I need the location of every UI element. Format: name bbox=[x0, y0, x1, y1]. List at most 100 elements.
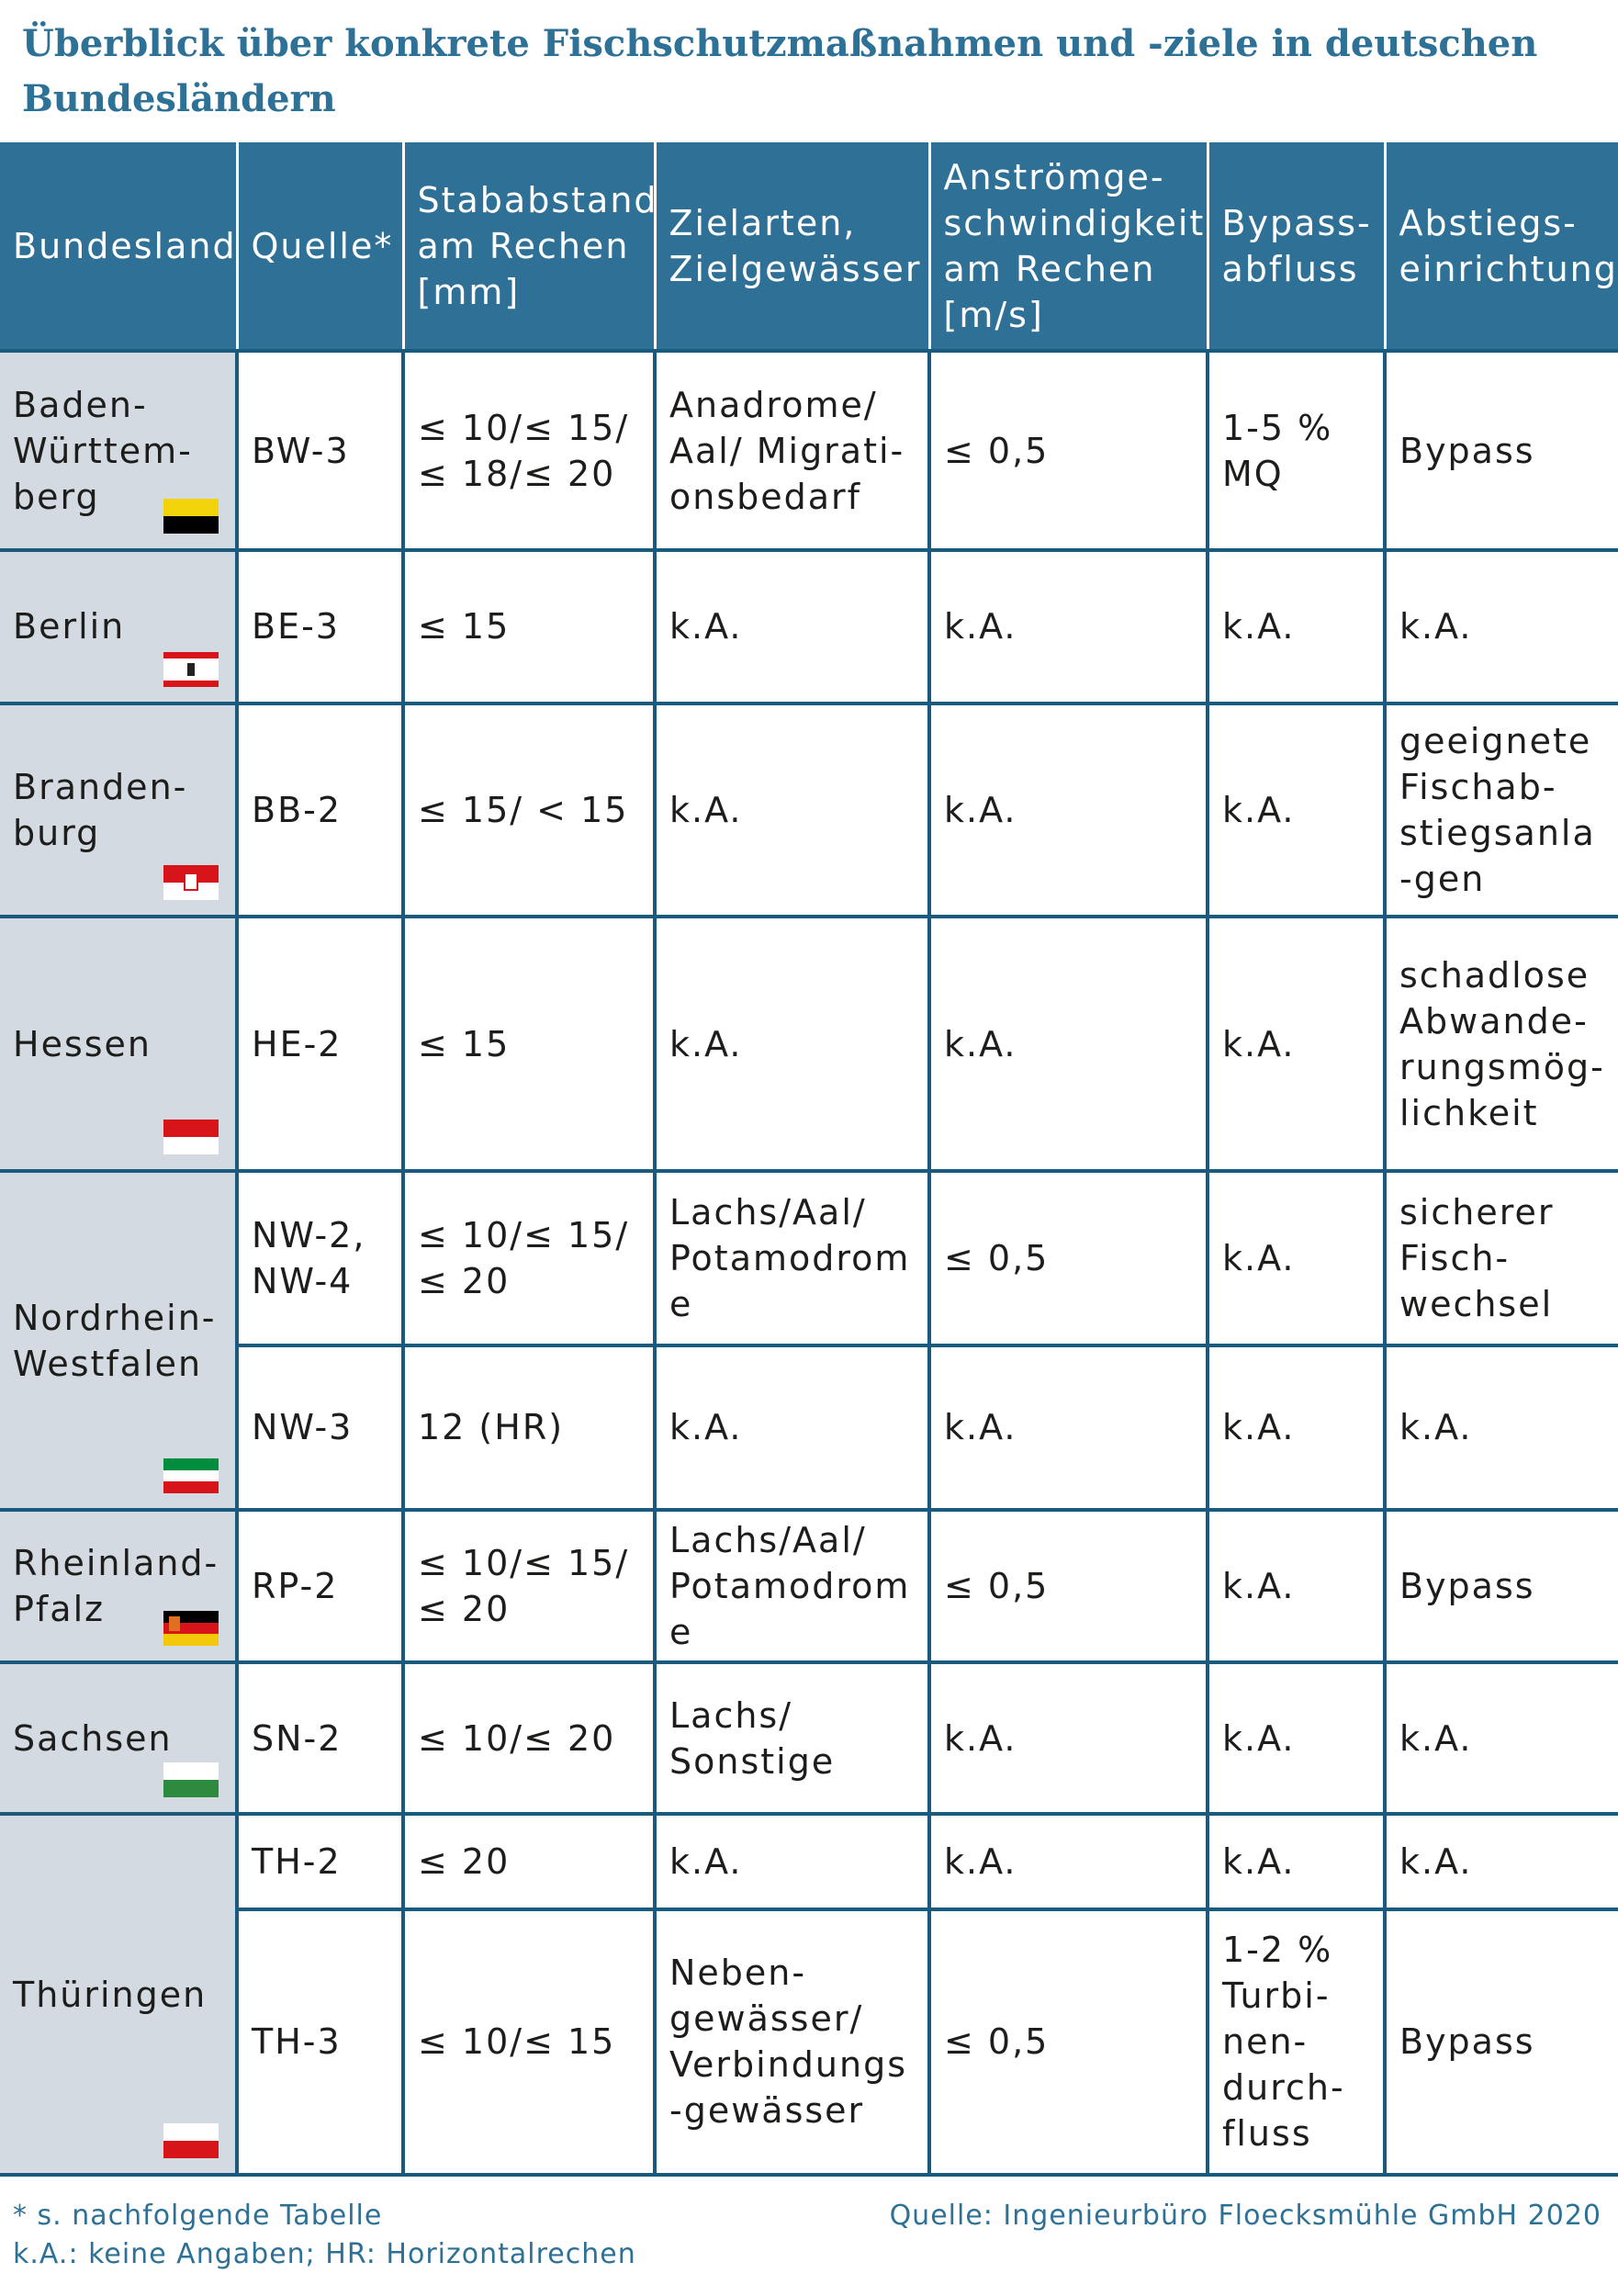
footnote-asterisk: * s. nachfolgende Tabelle bbox=[13, 2200, 383, 2232]
cell-bypass: k.A. bbox=[1206, 1171, 1385, 1347]
cell-zielarten: Anadrome/ Aal/ Migrati-onsbedarf bbox=[653, 351, 929, 553]
baden-wuerttemberg-flag-icon bbox=[163, 499, 219, 535]
cell-anstroem: k.A. bbox=[927, 1814, 1208, 1911]
page-title: Überblick über konkrete Fischschutzmaßna… bbox=[22, 22, 1538, 120]
cell-stababstand: ≤ 15 bbox=[401, 916, 655, 1174]
cell-stababstand: ≤ 15 bbox=[401, 550, 655, 705]
cell-stababstand: ≤ 10/≤ 15/ ≤ 20 bbox=[401, 1509, 655, 1665]
header-anstroemgeschwindigkeit: Anströmge-schwindigkeit am Rechen [m/s] bbox=[927, 142, 1208, 353]
header-quelle: Quelle* bbox=[235, 142, 403, 353]
cell-bypass: k.A. bbox=[1206, 1662, 1385, 1817]
cell-abstieg: sicherer Fisch-wechsel bbox=[1383, 1171, 1618, 1347]
table-row: NW-3 12 (HR) k.A. k.A. k.A. k.A. bbox=[0, 1345, 1618, 1512]
cell-bypass: 1-5 % MQ bbox=[1206, 351, 1385, 553]
cell-bypass: 1-2 % Turbi-nen-durch-fluss bbox=[1206, 1908, 1385, 2177]
cell-anstroem: k.A. bbox=[927, 1662, 1208, 1817]
table-row: Sachsen SN-2 ≤ 10/≤ 20 Lachs/ Sonstige k… bbox=[0, 1662, 1618, 1817]
state-cell: Baden-Württem-berg bbox=[0, 351, 237, 553]
footnotes: * s. nachfolgende Tabelle k.A.: keine An… bbox=[13, 2197, 636, 2274]
cell-stababstand: 12 (HR) bbox=[401, 1345, 655, 1512]
cell-quelle: BW-3 bbox=[235, 351, 403, 553]
cell-abstieg: Bypass bbox=[1383, 1908, 1618, 2177]
table-row: Branden-burg BB-2 ≤ 15/ < 15 k.A. k.A. k… bbox=[0, 703, 1618, 918]
table-row: Baden-Württem-berg BW-3 ≤ 10/≤ 15/ ≤ 18/… bbox=[0, 351, 1618, 553]
header-abstiegseinrichtung: Abstiegs-einrichtung bbox=[1383, 142, 1618, 353]
cell-zielarten: k.A. bbox=[653, 1814, 929, 1911]
cell-quelle: BB-2 bbox=[235, 703, 403, 918]
state-name: Thüringen bbox=[13, 1974, 208, 2015]
hessen-flag-icon bbox=[163, 1120, 219, 1155]
rheinland-pfalz-flag-icon bbox=[163, 1611, 219, 1647]
sachsen-flag-icon bbox=[163, 1762, 219, 1798]
cell-abstieg: Bypass bbox=[1383, 351, 1618, 553]
cell-zielarten: k.A. bbox=[653, 703, 929, 918]
cell-quelle: TH-2 bbox=[235, 1814, 403, 1911]
cell-quelle: RP-2 bbox=[235, 1509, 403, 1665]
cell-zielarten: Lachs/ Sonstige bbox=[653, 1662, 929, 1817]
state-cell: Branden-burg bbox=[0, 703, 237, 918]
cell-stababstand: ≤ 10/≤ 20 bbox=[401, 1662, 655, 1817]
brandenburg-flag-icon bbox=[163, 864, 219, 900]
state-cell: Berlin bbox=[0, 550, 237, 705]
state-name: Baden-Württem-berg bbox=[13, 384, 193, 517]
cell-quelle: TH-3 bbox=[235, 1908, 403, 2177]
header-stababstand: Stababstand am Rechen [mm] bbox=[401, 142, 657, 353]
cell-bypass: k.A. bbox=[1206, 916, 1385, 1174]
cell-stababstand: ≤ 10/≤ 15/ ≤ 18/≤ 20 bbox=[401, 351, 655, 553]
state-cell: Nordrhein-Westfalen bbox=[0, 1171, 237, 1512]
cell-anstroem: ≤ 0,5 bbox=[927, 1908, 1208, 2177]
state-name: Nordrhein-Westfalen bbox=[13, 1297, 217, 1384]
cell-zielarten: Lachs/Aal/ Potamodrome bbox=[653, 1171, 929, 1347]
header-zielarten: Zielarten, Zielgewässer bbox=[653, 142, 929, 353]
cell-abstieg: schadlose Abwande-rungsmög-lichkeit bbox=[1383, 916, 1618, 1174]
table-row: Hessen HE-2 ≤ 15 k.A. k.A. k.A. schadlos… bbox=[0, 916, 1618, 1174]
cell-anstroem: k.A. bbox=[927, 1345, 1208, 1512]
cell-abstieg: k.A. bbox=[1383, 550, 1618, 705]
fish-protection-table: Bundesland Quelle* Stababstand am Rechen… bbox=[0, 142, 1618, 2177]
cell-anstroem: ≤ 0,5 bbox=[927, 351, 1208, 553]
cell-anstroem: k.A. bbox=[927, 550, 1208, 705]
cell-stababstand: ≤ 15/ < 15 bbox=[401, 703, 655, 918]
cell-zielarten: Neben-gewässer/ Verbindungs-gewässer bbox=[653, 1908, 929, 2177]
cell-anstroem: ≤ 0,5 bbox=[927, 1509, 1208, 1665]
header-bundesland: Bundesland bbox=[0, 142, 237, 353]
table-row: TH-3 ≤ 10/≤ 15 Neben-gewässer/ Verbindun… bbox=[0, 1908, 1618, 2177]
state-name: Sachsen bbox=[13, 1717, 173, 1759]
table-row: Berlin BE-3 ≤ 15 k.A. k.A. k.A. k.A. bbox=[0, 550, 1618, 705]
header-bypassabfluss: Bypass-abfluss bbox=[1206, 142, 1385, 353]
cell-bypass: k.A. bbox=[1206, 1509, 1385, 1665]
state-name: Berlin bbox=[13, 606, 126, 647]
state-cell: Hessen bbox=[0, 916, 237, 1174]
state-cell: Rheinland-Pfalz bbox=[0, 1509, 237, 1665]
cell-quelle: HE-2 bbox=[235, 916, 403, 1174]
cell-quelle: NW-2, NW-4 bbox=[235, 1171, 403, 1347]
cell-stababstand: ≤ 10/≤ 15 bbox=[401, 1908, 655, 2177]
table-row: Thüringen TH-2 ≤ 20 k.A. k.A. k.A. k.A. bbox=[0, 1814, 1618, 2177]
thueringen-flag-icon bbox=[163, 2123, 219, 2158]
cell-anstroem: ≤ 0,5 bbox=[927, 1171, 1208, 1347]
cell-zielarten: k.A. bbox=[653, 550, 929, 705]
cell-bypass: k.A. bbox=[1206, 703, 1385, 918]
nordrhein-westfalen-flag-icon bbox=[163, 1458, 219, 1493]
cell-abstieg: k.A. bbox=[1383, 1345, 1618, 1512]
cell-bypass: k.A. bbox=[1206, 1814, 1385, 1911]
cell-zielarten: k.A. bbox=[653, 916, 929, 1174]
cell-abstieg: geeignete Fischab-stiegsanla-gen bbox=[1383, 703, 1618, 918]
cell-abstieg: k.A. bbox=[1383, 1662, 1618, 1817]
cell-anstroem: k.A. bbox=[927, 703, 1208, 918]
cell-zielarten: Lachs/Aal/ Potamodrome bbox=[653, 1509, 929, 1665]
cell-quelle: SN-2 bbox=[235, 1662, 403, 1817]
header-row: Bundesland Quelle* Stababstand am Rechen… bbox=[0, 142, 1618, 353]
cell-quelle: BE-3 bbox=[235, 550, 403, 705]
berlin-flag-icon bbox=[163, 651, 219, 687]
table-row: Rheinland-Pfalz RP-2 ≤ 10/≤ 15/ ≤ 20 Lac… bbox=[0, 1509, 1618, 1665]
cell-zielarten: k.A. bbox=[653, 1345, 929, 1512]
state-name: Rheinland-Pfalz bbox=[13, 1543, 219, 1629]
state-name: Branden-burg bbox=[13, 766, 188, 853]
cell-anstroem: k.A. bbox=[927, 916, 1208, 1174]
cell-bypass: k.A. bbox=[1206, 550, 1385, 705]
cell-abstieg: Bypass bbox=[1383, 1509, 1618, 1665]
cell-stababstand: ≤ 20 bbox=[401, 1814, 655, 1911]
cell-abstieg: k.A. bbox=[1383, 1814, 1618, 1911]
cell-bypass: k.A. bbox=[1206, 1345, 1385, 1512]
